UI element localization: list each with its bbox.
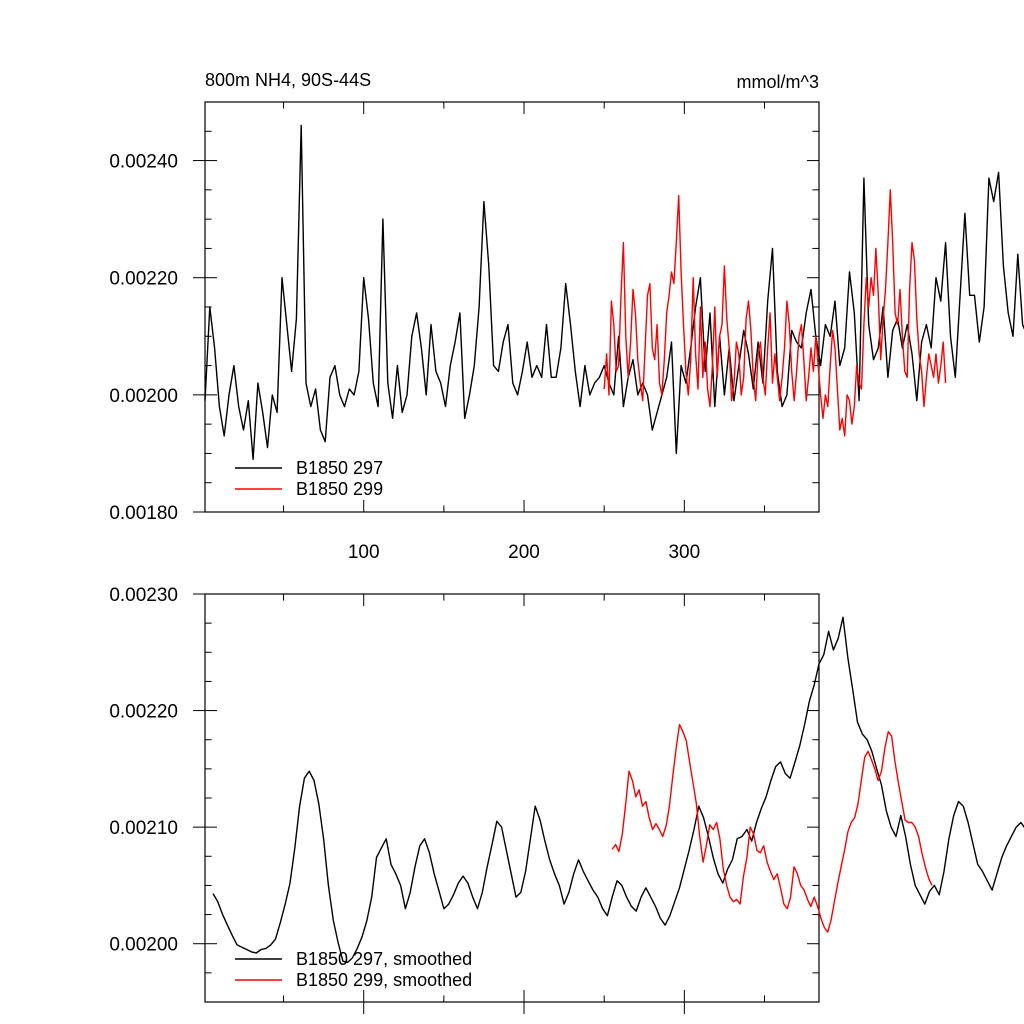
series-line-b1850-299: [603, 189, 947, 437]
y-tick-label: 0.00220: [109, 269, 178, 290]
legend-label: B1850 297: [296, 458, 383, 478]
bottom-panel: 0.00200 0.00210 0.00220 0.00230 B1850 297, s…: [109, 585, 1024, 1014]
units-label: mmol/m^3: [737, 72, 819, 92]
series-line-b1850-297: [204, 124, 1024, 460]
y-tick-label: 0.00200: [109, 386, 178, 407]
legend-label: B1850 299: [296, 479, 383, 499]
chart-title: 800m NH4, 90S-44S: [205, 70, 371, 90]
series-line-b1850-299-smoothed: [611, 723, 933, 933]
y-tick-label: 0.00210: [109, 818, 178, 839]
x-tick-label: 200: [508, 542, 540, 563]
y-tick-label: 0.00230: [109, 585, 178, 606]
y-tick-label: 0.00180: [109, 503, 178, 524]
plot-frame: [204, 593, 820, 1003]
x-tick-label: 100: [348, 542, 380, 563]
legend-label: B1850 299, smoothed: [296, 970, 472, 990]
legend-label: B1850 297, smoothed: [296, 949, 472, 969]
y-tick-label: 0.00200: [109, 935, 178, 956]
top-panel: 100 200 300 0.00180 0.00200 0.00220 0.00240 800…: [109, 70, 1024, 563]
series-line-b1850-297-smoothed: [212, 616, 1024, 964]
y-tick-label: 0.00240: [109, 152, 178, 173]
x-tick-label: 300: [668, 542, 700, 563]
y-tick-label: 0.00220: [109, 702, 178, 723]
